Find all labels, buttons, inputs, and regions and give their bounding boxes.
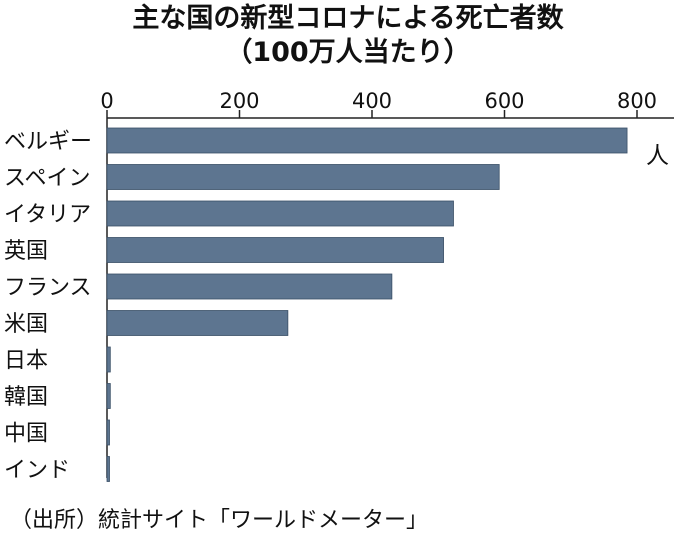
category-label: イタリア (4, 203, 91, 228)
category-label: 日本 (4, 349, 48, 374)
bar (106, 419, 110, 446)
unit-label: 人 (646, 143, 669, 169)
chart-subtitle: （100万人当たり） (225, 37, 471, 68)
x-tick-label: 200 (219, 89, 259, 113)
category-label: ベルギー (4, 130, 92, 155)
bar (106, 164, 500, 190)
category-label: インド (4, 458, 70, 483)
x-tick-label: 800 (617, 89, 657, 113)
category-label: 英国 (4, 239, 48, 264)
bar (106, 273, 393, 300)
chart-title: 主な国の新型コロナによる死亡者数 (132, 3, 564, 34)
source-note: （出所）統計サイト「ワールドメーター」 (10, 508, 429, 533)
bar (106, 200, 454, 227)
bar (106, 383, 111, 409)
category-label: 米国 (4, 312, 48, 337)
category-label: スペイン (4, 166, 90, 191)
bar (106, 456, 110, 482)
x-tick-label: 400 (352, 89, 392, 113)
bar (106, 310, 289, 336)
bar (106, 127, 628, 154)
bar (106, 346, 111, 373)
bar-chart: 0 200 400 600 800 ベルギースペインイタリア英国フランス米国日本韓国中国イ… (4, 89, 674, 483)
bar (106, 237, 444, 263)
category-label: 韓国 (4, 385, 48, 410)
category-label: 中国 (4, 422, 48, 447)
x-tick-label: 0 (100, 89, 113, 113)
category-label: フランス (4, 276, 92, 301)
x-tick-label: 600 (484, 89, 524, 113)
